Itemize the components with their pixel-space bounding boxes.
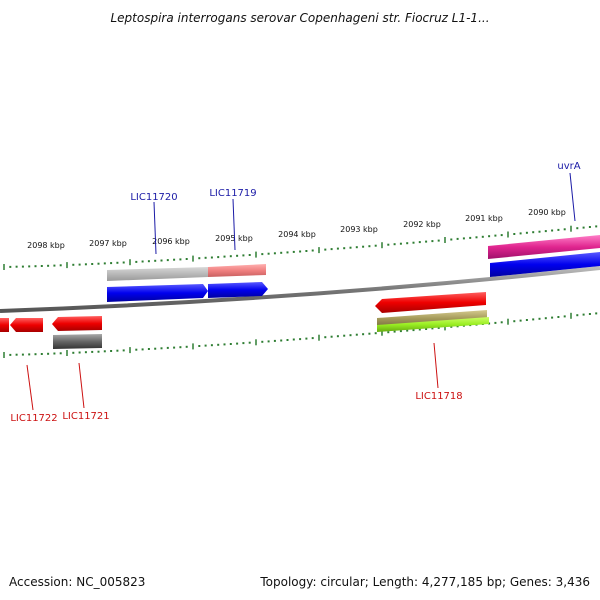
map-title: Leptospira interrogans serovar Copenhage… bbox=[110, 11, 489, 25]
gene-lic11721-arrow[interactable] bbox=[52, 316, 102, 331]
gene-feature-lightgrey[interactable] bbox=[107, 267, 208, 281]
gene-lic11719-arrow[interactable] bbox=[208, 282, 268, 298]
gene-lic11720-arrow[interactable] bbox=[107, 284, 208, 302]
tick-label: 2090 kbp bbox=[528, 208, 566, 217]
gene-label-lic11719[interactable]: LIC11719 bbox=[209, 188, 256, 199]
connector-lic11719 bbox=[232, 198, 236, 251]
genome-summary-text: Topology: circular; Length: 4,277,185 bp… bbox=[259, 575, 590, 589]
gene-feature-grey[interactable] bbox=[53, 334, 102, 349]
gene-lic11722-arrow[interactable] bbox=[10, 318, 43, 332]
lower-tick-row bbox=[3, 312, 598, 358]
tick-label: 2092 kbp bbox=[403, 220, 441, 229]
tick-label: 2098 kbp bbox=[27, 241, 65, 250]
gene-feature-magenta[interactable] bbox=[488, 235, 600, 259]
tick-label: 2096 kbp bbox=[152, 237, 190, 246]
gene-feature-lime[interactable] bbox=[377, 317, 489, 332]
tick-label: 2094 kbp bbox=[278, 230, 316, 239]
accession-text: Accession: NC_005823 bbox=[9, 575, 145, 589]
gene-feature-red-edge[interactable] bbox=[0, 318, 9, 332]
gene-label-uvra[interactable]: uvrA bbox=[557, 161, 580, 172]
tick-label: 2091 kbp bbox=[465, 214, 503, 223]
gene-label-lic11721[interactable]: LIC11721 bbox=[62, 411, 109, 422]
gene-label-lic11720[interactable]: LIC11720 bbox=[130, 192, 177, 203]
gene-feature-olive[interactable] bbox=[377, 310, 487, 327]
upper-tick-row bbox=[3, 225, 598, 270]
gene-label-lic11722[interactable]: LIC11722 bbox=[10, 413, 57, 424]
scale-labels: 2098 kbp 2097 kbp 2096 kbp 2095 kbp 2094… bbox=[27, 208, 566, 250]
gene-feature-pink[interactable] bbox=[208, 264, 266, 277]
connector-lic11722 bbox=[26, 364, 34, 411]
gene-label-lic11718[interactable]: LIC11718 bbox=[415, 391, 462, 402]
connector-lic11721 bbox=[78, 362, 85, 409]
tick-label: 2093 kbp bbox=[340, 225, 378, 234]
connector-uvra bbox=[569, 172, 576, 222]
tick-label: 2095 kbp bbox=[215, 234, 253, 243]
connector-lic11720 bbox=[153, 201, 157, 255]
gene-lic11718-arrow[interactable] bbox=[375, 292, 486, 313]
tick-label: 2097 kbp bbox=[89, 239, 127, 248]
genome-backbone bbox=[0, 266, 600, 313]
gene-uvra-arrow[interactable] bbox=[490, 252, 600, 277]
connector-lic11718 bbox=[433, 342, 439, 389]
